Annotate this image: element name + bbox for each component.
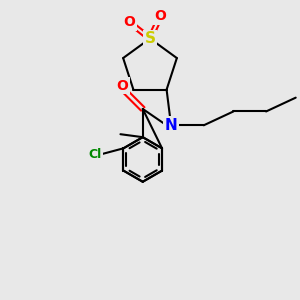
Text: O: O	[116, 79, 128, 93]
Text: O: O	[154, 9, 166, 23]
Text: N: N	[165, 118, 177, 133]
Text: S: S	[145, 31, 155, 46]
Text: O: O	[123, 15, 135, 29]
Text: Cl: Cl	[88, 148, 102, 161]
